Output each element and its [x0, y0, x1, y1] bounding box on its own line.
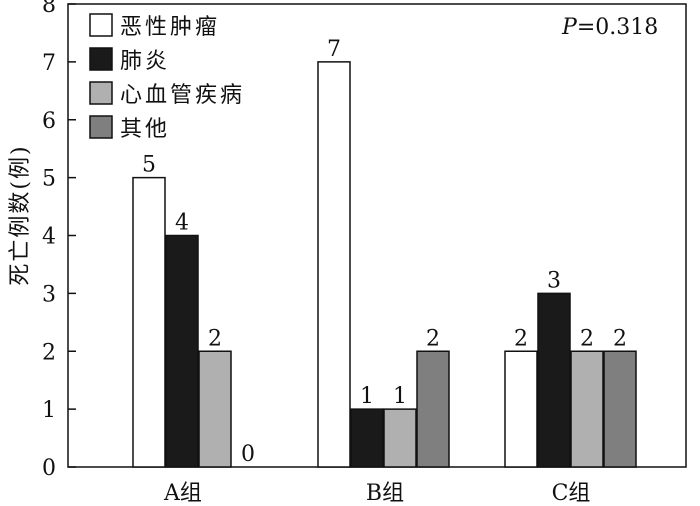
legend-swatch [89, 47, 113, 71]
data-label: 2 [426, 326, 440, 351]
p-value-annotation: P=0.318 [561, 15, 658, 40]
x-tick-label: A组 [163, 481, 202, 506]
bar [317, 61, 351, 468]
x-tick-label: C组 [552, 481, 591, 506]
bar [132, 176, 166, 468]
bar [504, 350, 538, 468]
data-label: 2 [613, 326, 627, 351]
legend-label: 恶性肿瘤 [120, 15, 220, 40]
y-tick-label: 4 [42, 225, 56, 250]
y-tick-label: 8 [42, 0, 56, 18]
y-tick-label: 7 [42, 51, 56, 76]
legend-swatch [89, 81, 113, 105]
y-tick-label: 1 [42, 398, 56, 423]
y-tick-label: 5 [42, 167, 56, 192]
legend-label: 心血管疾病 [120, 83, 245, 108]
bar [383, 408, 417, 468]
y-tick-label: 6 [42, 109, 56, 134]
data-label: 0 [241, 442, 255, 467]
p-value-symbol: P [561, 15, 578, 40]
legend-label: 其他 [120, 117, 170, 142]
bar [165, 234, 199, 468]
bar [603, 350, 637, 468]
p-value-text: =0.318 [577, 15, 658, 40]
data-label: 5 [142, 153, 156, 178]
data-label: 2 [580, 326, 594, 351]
y-tick-label: 0 [42, 456, 56, 481]
legend-swatch [89, 115, 113, 139]
bar [350, 408, 384, 468]
bar [198, 350, 232, 468]
data-label: 7 [327, 37, 341, 62]
bar [537, 292, 571, 468]
x-tick-label: B组 [366, 481, 404, 506]
data-label: 1 [393, 384, 407, 409]
data-label: 2 [514, 326, 528, 351]
bar [570, 350, 604, 468]
data-label: 3 [547, 268, 561, 293]
y-tick-label: 3 [42, 282, 56, 307]
data-label: 2 [208, 326, 222, 351]
data-label: 1 [360, 384, 374, 409]
legend-swatch [89, 13, 113, 37]
data-label: 4 [175, 211, 189, 236]
y-axis-label: 死亡例数(例) [8, 144, 33, 285]
legend-label: 肺炎 [120, 49, 170, 74]
bar [416, 350, 450, 468]
y-tick-label: 2 [42, 340, 56, 365]
bars [132, 61, 637, 468]
